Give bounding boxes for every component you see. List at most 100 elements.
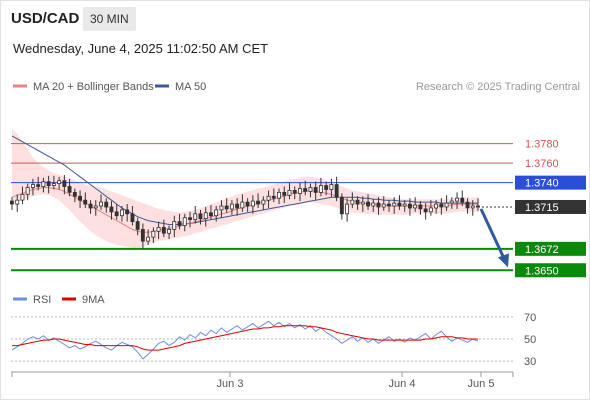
- candle-body: [167, 228, 171, 234]
- candle-body: [99, 201, 103, 207]
- candle-body: [104, 201, 109, 208]
- candle: [125, 204, 130, 222]
- candle-body: [125, 209, 130, 215]
- candle-body: [25, 187, 30, 195]
- candle: [9, 197, 14, 210]
- candle: [277, 188, 281, 205]
- candle: [371, 199, 376, 212]
- candle-body: [161, 226, 166, 234]
- candle: [434, 200, 438, 214]
- candle: [151, 227, 156, 243]
- candle: [235, 198, 240, 216]
- candle-body: [57, 180, 62, 184]
- candle-body: [62, 180, 67, 187]
- resistance-label: 1.3780: [525, 139, 559, 151]
- candle-body: [407, 203, 412, 209]
- candle: [465, 198, 470, 214]
- support-tag: [515, 241, 586, 256]
- price-tag: [515, 199, 586, 214]
- candle-body: [214, 209, 219, 217]
- candle-body: [229, 203, 234, 210]
- candle-body: [277, 191, 281, 199]
- candle-body: [130, 213, 135, 223]
- candle: [99, 194, 103, 210]
- candle-body: [188, 217, 192, 220]
- candle-body: [36, 184, 41, 187]
- candle-body: [334, 184, 339, 198]
- bollinger-band: [12, 129, 478, 248]
- candle-body: [156, 226, 161, 232]
- candle-body: [9, 200, 14, 205]
- candle-body: [151, 230, 156, 238]
- candle: [172, 215, 177, 238]
- candle: [30, 178, 35, 196]
- candle-body: [339, 196, 344, 215]
- candle-body: [413, 204, 418, 209]
- candle: [350, 192, 355, 208]
- candle-body: [350, 199, 355, 205]
- candle: [256, 193, 260, 208]
- candle: [114, 204, 119, 220]
- candle-body: [109, 206, 114, 213]
- candle: [308, 183, 313, 198]
- candle-body: [475, 205, 480, 208]
- candle: [20, 186, 25, 205]
- datetime-label: Wednesday, June 4, 2025 11:02:50 AM CET: [13, 41, 269, 56]
- candle: [177, 213, 182, 230]
- candle: [109, 201, 114, 220]
- candle: [282, 186, 287, 204]
- candle: [224, 198, 229, 213]
- candle: [297, 182, 302, 202]
- candle-body: [308, 187, 313, 192]
- candle-body: [345, 203, 349, 215]
- candle: [198, 209, 203, 225]
- candle-body: [72, 191, 77, 197]
- candle: [83, 192, 88, 208]
- candle: [423, 203, 428, 220]
- candle-body: [88, 203, 93, 209]
- timeframe-badge[interactable]: 30 MIN: [83, 7, 136, 31]
- rsi-tick-label: 50: [524, 334, 536, 346]
- price-tag-label: 1.3715: [525, 202, 559, 214]
- candle-body: [250, 200, 255, 207]
- candle-body: [386, 203, 391, 207]
- candle: [329, 178, 334, 198]
- candle: [475, 198, 480, 211]
- candle-body: [303, 188, 308, 192]
- candle-body: [78, 195, 82, 201]
- candle: [418, 201, 423, 215]
- support-tag: [515, 263, 586, 278]
- candle-body: [465, 201, 470, 209]
- candle-body: [219, 205, 224, 211]
- candle: [36, 176, 41, 191]
- x-tick-label: Jun 3: [217, 378, 244, 390]
- candle: [25, 183, 30, 201]
- candle: [250, 195, 255, 214]
- candle: [339, 193, 344, 220]
- candle-body: [460, 197, 465, 203]
- candle: [303, 180, 308, 196]
- candle-body: [120, 209, 124, 217]
- candle: [208, 205, 213, 220]
- candle-body: [182, 217, 187, 226]
- candle-body: [51, 183, 56, 186]
- legend-ma20-label: MA 20 + Bollinger Bands: [33, 81, 154, 93]
- candle: [120, 206, 124, 222]
- candle: [130, 206, 135, 226]
- candle: [161, 219, 166, 238]
- candle: [386, 200, 391, 212]
- candle: [245, 198, 250, 212]
- candle: [188, 211, 192, 228]
- candle-body: [224, 205, 229, 210]
- candle: [57, 176, 62, 190]
- candle: [313, 181, 318, 201]
- candle-body: [83, 199, 88, 205]
- candle: [203, 206, 208, 227]
- candle-body: [418, 204, 423, 210]
- candle-body: [146, 236, 151, 242]
- candle-body: [240, 201, 245, 209]
- candle-body: [140, 228, 145, 242]
- candle-body: [46, 181, 51, 186]
- candle: [193, 206, 198, 224]
